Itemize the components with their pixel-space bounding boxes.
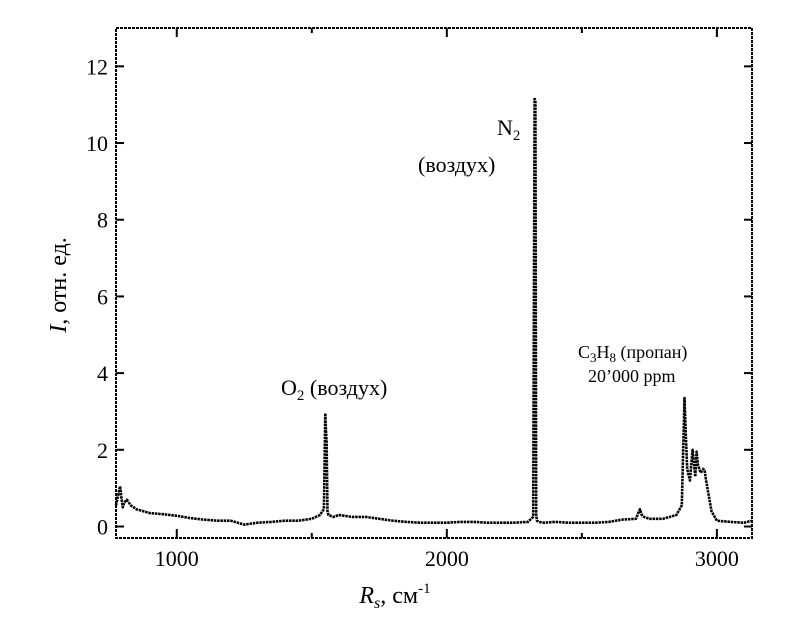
annotation-o2: O2 (воздух) xyxy=(281,375,387,404)
annotation-c3h8: C3H8 (пропан) xyxy=(578,342,687,365)
annotation-n2-line2: (воздух) xyxy=(418,152,495,177)
axis-ticks xyxy=(116,28,752,538)
y-tick-label: 2 xyxy=(97,438,108,463)
x-tick-label: 1000 xyxy=(155,546,199,571)
y-tick-label: 4 xyxy=(97,361,108,386)
y-tick-label: 6 xyxy=(97,284,108,309)
y-tick-label: 8 xyxy=(97,208,108,233)
y-tick-label: 12 xyxy=(86,54,108,79)
y-axis-label: I, отн. ед. xyxy=(46,237,72,334)
y-tick-label: 0 xyxy=(97,514,108,539)
y-tick-label: 10 xyxy=(86,131,108,156)
plot-border xyxy=(115,27,753,539)
x-tick-label: 2000 xyxy=(425,546,469,571)
annotation-c3h8-line2: 20’000 ppm xyxy=(588,366,676,386)
spectrum-line xyxy=(114,97,753,526)
tick-labels: 0 2 4 6 8 10 12 1000 2000 3000 xyxy=(86,54,739,571)
x-axis-label: Rs, см-1 xyxy=(358,581,430,612)
plot-frame xyxy=(115,27,753,539)
annotation-n2: N2 xyxy=(497,115,520,144)
x-tick-label: 3000 xyxy=(695,546,739,571)
series-layer xyxy=(114,97,753,526)
